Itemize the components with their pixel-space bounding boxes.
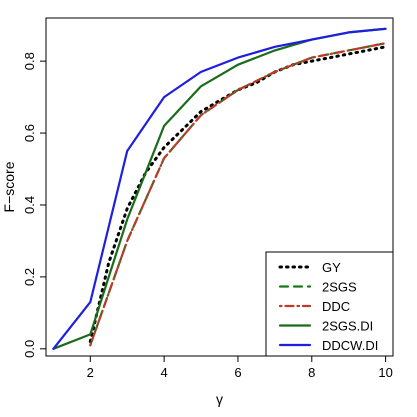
- legend: GY 2SGS DDC 2SGS.DI DDCW.DI: [265, 251, 394, 357]
- y-axis: 0.0 0.2 0.4 0.6 0.8: [22, 52, 46, 358]
- series-layer: [52, 27, 388, 350]
- x-tick-label: 6: [234, 365, 241, 380]
- plot-border: [45, 17, 394, 357]
- x-tick-label: 2: [87, 365, 94, 380]
- y-tick-label: 0.8: [22, 52, 37, 70]
- y-tick-label: 0.4: [22, 196, 37, 214]
- x-tick-label: 4: [161, 365, 168, 380]
- y-tick-label: 0.0: [22, 340, 37, 358]
- plot-frame: [45, 17, 394, 357]
- legend-label: GY: [322, 260, 341, 275]
- x-tick-label: 8: [308, 365, 315, 380]
- legend-label: 2SGS.DI: [322, 319, 373, 334]
- legend-label: 2SGS: [322, 280, 357, 295]
- x-axis: 2 4 6 8 10: [87, 356, 393, 380]
- legend-label: DDCW.DI: [322, 338, 378, 353]
- legend-label: DDC: [322, 299, 350, 314]
- series-line-ddcw-di: [52, 27, 387, 350]
- y-tick-label: 0.2: [22, 268, 37, 286]
- x-axis-label: γ: [216, 391, 223, 407]
- y-axis-label: F−score: [1, 161, 17, 212]
- legend-box: [265, 251, 394, 357]
- x-tick-label: 10: [378, 365, 392, 380]
- series-line-ddc: [89, 42, 387, 347]
- y-tick-label: 0.6: [22, 124, 37, 142]
